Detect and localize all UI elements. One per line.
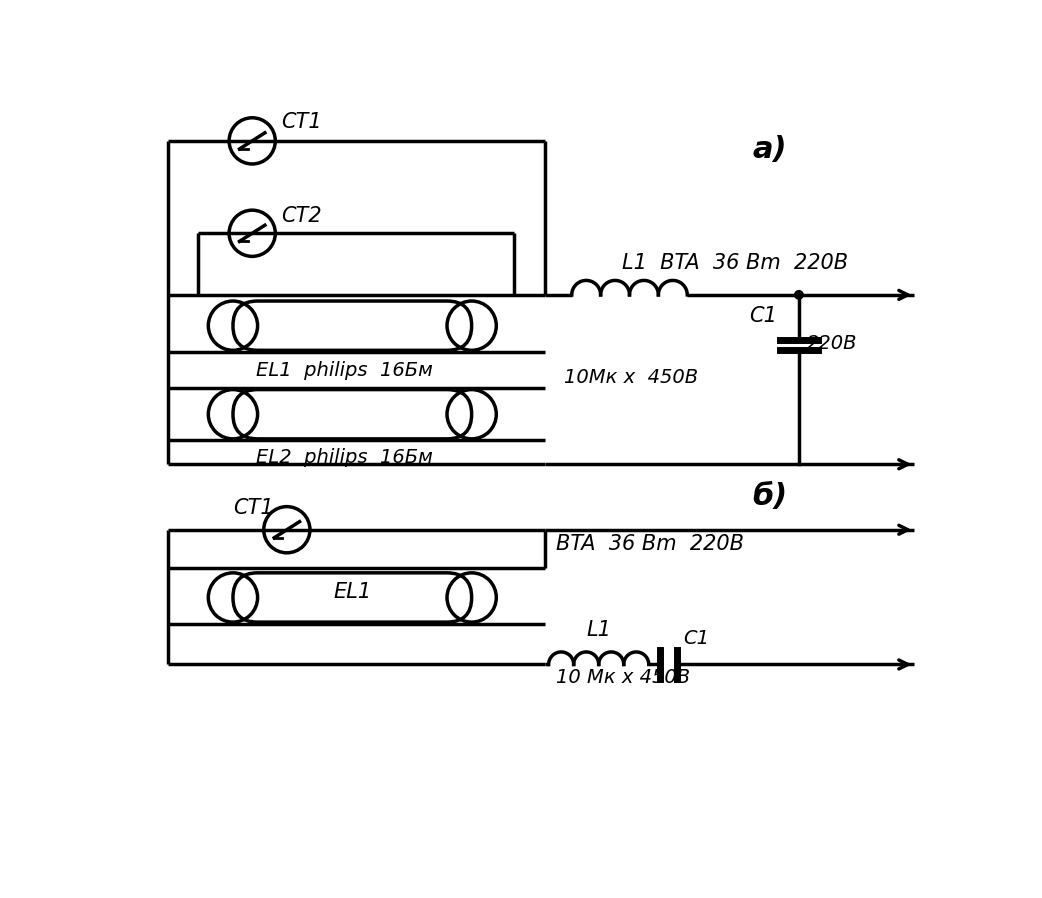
Circle shape <box>208 390 257 439</box>
Text: 220B: 220B <box>807 334 858 353</box>
Circle shape <box>447 390 496 439</box>
Text: EL1  philips  16Бм: EL1 philips 16Бм <box>256 361 433 380</box>
Circle shape <box>447 301 496 350</box>
Circle shape <box>208 301 257 350</box>
Text: CT1: CT1 <box>281 111 322 132</box>
Circle shape <box>795 291 803 299</box>
Text: EL2  philips  16Бм: EL2 philips 16Бм <box>256 448 433 467</box>
Text: L1  BTA  36 Bm  220B: L1 BTA 36 Bm 220B <box>622 253 848 273</box>
Text: 10 Мк х 450B: 10 Мк х 450B <box>556 668 691 687</box>
Circle shape <box>208 573 257 622</box>
Text: BTA  36 Bm  220B: BTA 36 Bm 220B <box>556 533 744 553</box>
Circle shape <box>447 573 496 622</box>
Text: C1: C1 <box>684 629 710 647</box>
Text: EL1: EL1 <box>333 582 371 602</box>
Text: 10Мк х  450B: 10Мк х 450B <box>564 368 698 387</box>
Text: CT1: CT1 <box>233 498 274 518</box>
Text: CT2: CT2 <box>281 206 322 225</box>
Text: L1: L1 <box>587 620 612 640</box>
Text: a): a) <box>752 136 788 164</box>
Text: C1: C1 <box>749 306 776 327</box>
Text: б): б) <box>752 482 788 511</box>
